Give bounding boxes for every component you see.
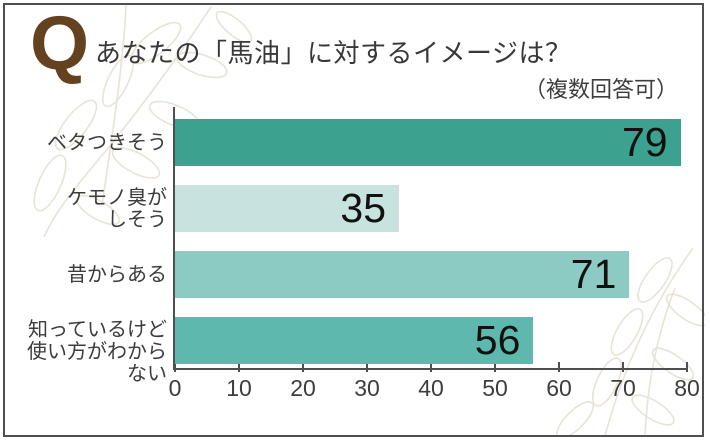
bar-value: 35	[340, 185, 386, 231]
multiple-answers-note: （複数回答可）	[523, 77, 678, 102]
x-axis-tick-label: 50	[482, 375, 508, 401]
bar	[175, 251, 630, 298]
x-axis-tick	[238, 362, 240, 372]
x-axis-tick	[686, 362, 688, 372]
chart-title: あなたの「馬油」に対するイメージは？	[95, 38, 572, 68]
x-axis-tick-label: 40	[418, 375, 444, 401]
category-label: ベタつきそう	[47, 131, 167, 154]
category-label: 知っているけど 使い方がわからない	[27, 318, 167, 385]
bar	[175, 119, 681, 166]
x-axis-tick-label: 30	[354, 375, 380, 401]
x-axis-tick-label: 60	[546, 375, 572, 401]
bar-value: 56	[474, 317, 521, 363]
bar-value: 71	[570, 251, 617, 297]
x-axis-tick-label: 20	[290, 375, 316, 401]
x-axis-tick	[366, 362, 368, 372]
y-axis-line	[173, 107, 175, 370]
x-axis-tick-label: 10	[226, 375, 252, 401]
x-axis-tick-label: 80	[674, 375, 700, 401]
leaf-decoration-bottom-right	[556, 247, 705, 436]
x-axis-tick	[174, 362, 176, 372]
x-axis-tick	[558, 362, 560, 372]
x-axis-tick	[494, 362, 496, 372]
leaf-decoration-top-left	[33, 5, 253, 238]
x-axis-tick-label: 70	[610, 375, 636, 401]
question-mark-letter: Q	[30, 1, 90, 86]
x-axis-tick	[302, 362, 304, 372]
bar	[175, 185, 399, 232]
x-axis-tick	[622, 362, 624, 372]
category-label: ケモノ臭が しそう	[67, 186, 167, 231]
x-axis-tick-label: 0	[168, 375, 182, 401]
category-label: 昔からある	[67, 263, 167, 286]
bar-value: 79	[621, 119, 668, 165]
bar	[175, 317, 534, 364]
x-axis-tick	[430, 362, 432, 372]
